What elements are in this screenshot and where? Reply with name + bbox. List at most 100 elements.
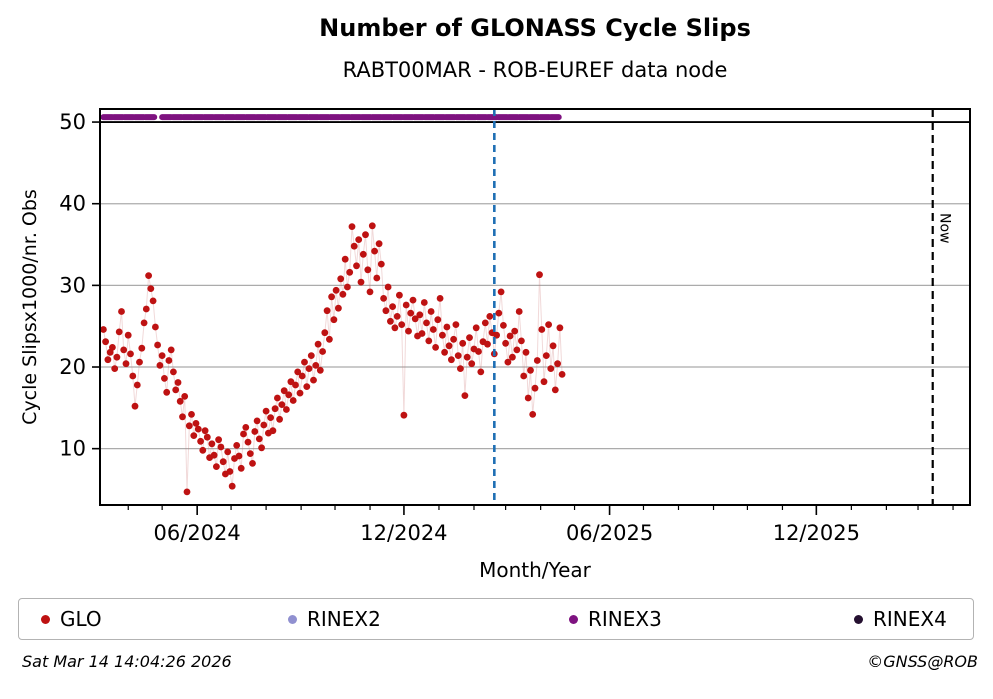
glo-point <box>393 313 401 320</box>
glo-point <box>522 348 530 356</box>
glo-point <box>371 247 378 255</box>
glo-point <box>409 296 417 304</box>
glo-point <box>506 332 514 340</box>
glo-point <box>120 346 128 354</box>
glo-point <box>237 464 245 472</box>
glo-point <box>276 415 283 423</box>
glo-point <box>235 452 243 460</box>
glo-point <box>348 223 356 231</box>
glo-point <box>330 316 338 324</box>
glo-point <box>314 340 322 348</box>
glo-point <box>138 344 146 352</box>
glo-point <box>271 405 279 413</box>
glo-point <box>174 379 182 386</box>
glo-point <box>292 381 299 389</box>
glo-point <box>104 356 112 364</box>
glo-point <box>185 422 193 430</box>
glo-marker-icon <box>41 614 50 624</box>
glo-point <box>396 291 403 299</box>
glo-point <box>380 295 387 302</box>
glo-point <box>429 326 437 333</box>
glo-point <box>366 288 374 296</box>
glo-point <box>152 323 159 331</box>
glo-point <box>201 427 209 435</box>
glo-point <box>448 356 455 364</box>
glo-point <box>377 260 385 268</box>
glo-point <box>242 424 250 431</box>
glo-point <box>274 394 281 402</box>
glo-point <box>357 278 365 286</box>
glo-point <box>280 387 288 395</box>
glo-point <box>129 372 137 380</box>
glo-point <box>163 388 171 396</box>
glo-point <box>197 437 205 445</box>
glo-point <box>332 286 340 294</box>
glo-point <box>459 339 467 347</box>
glo-point <box>344 283 351 291</box>
glo-point <box>520 372 528 380</box>
rinex2-marker-icon <box>288 614 297 624</box>
glo-point <box>439 331 446 339</box>
glo-point <box>310 376 317 384</box>
glo-point <box>262 407 270 415</box>
glo-point <box>301 358 308 366</box>
glo-point <box>251 428 259 435</box>
glo-point <box>319 348 326 355</box>
glo-point <box>475 348 482 355</box>
chart-title: Number of GLONASS Cycle Slips <box>319 14 751 42</box>
glo-point <box>337 275 345 283</box>
glo-point <box>454 352 462 359</box>
glo-point <box>181 393 189 400</box>
glo-point <box>339 290 347 298</box>
glo-point <box>228 482 236 490</box>
glo-point <box>156 362 164 369</box>
glo-point <box>389 303 396 310</box>
x-tick-label: 06/2025 <box>566 521 653 545</box>
glo-point <box>165 357 173 364</box>
y-tick-label: 30 <box>59 273 86 297</box>
glo-point <box>147 285 155 292</box>
glo-point <box>170 368 177 376</box>
legend-item-rinex3: RINEX3 <box>569 607 662 631</box>
glo-point <box>542 352 550 359</box>
glo-point <box>269 427 277 435</box>
glo-point <box>158 352 166 359</box>
glo-point <box>176 397 184 405</box>
plot-border <box>99 108 971 506</box>
glo-point <box>145 272 153 279</box>
glo-point <box>113 353 121 361</box>
glo-point <box>307 352 315 359</box>
x-tick-label: 12/2025 <box>773 521 860 545</box>
glo-point <box>551 386 559 394</box>
glo-point <box>504 358 512 366</box>
glo-point <box>375 240 383 248</box>
glo-point <box>472 324 480 332</box>
glo-point <box>549 342 557 350</box>
glo-point <box>359 250 367 258</box>
glo-point <box>167 346 175 354</box>
glo-point <box>289 397 297 404</box>
glo-point <box>533 357 541 364</box>
glo-point <box>353 262 360 270</box>
legend-item-rinex4: RINEX4 <box>854 607 947 631</box>
legend-label-glo: GLO <box>60 607 102 631</box>
glo-point <box>540 378 548 386</box>
glo-point <box>258 444 265 452</box>
glo-point <box>554 360 561 368</box>
timestamp: Sat Mar 14 14:04:26 2026 <box>22 652 232 671</box>
chart-plot: Now 10 20 30 40 50 06/2024 12/2024 06/2025 12/202… <box>59 108 971 545</box>
glo-point <box>115 328 123 336</box>
x-tick-label: 12/2024 <box>360 521 447 545</box>
glo-point <box>253 417 261 425</box>
rinex3-marker-icon <box>569 614 578 624</box>
glo-point <box>298 372 306 380</box>
glo-point <box>346 268 354 276</box>
glo-point <box>102 338 109 346</box>
glo-point <box>362 231 369 239</box>
glo-point <box>441 348 448 356</box>
glo-point <box>524 394 532 402</box>
y-tick-label: 10 <box>59 437 86 461</box>
glo-point <box>224 448 232 456</box>
glo-point <box>425 337 433 345</box>
